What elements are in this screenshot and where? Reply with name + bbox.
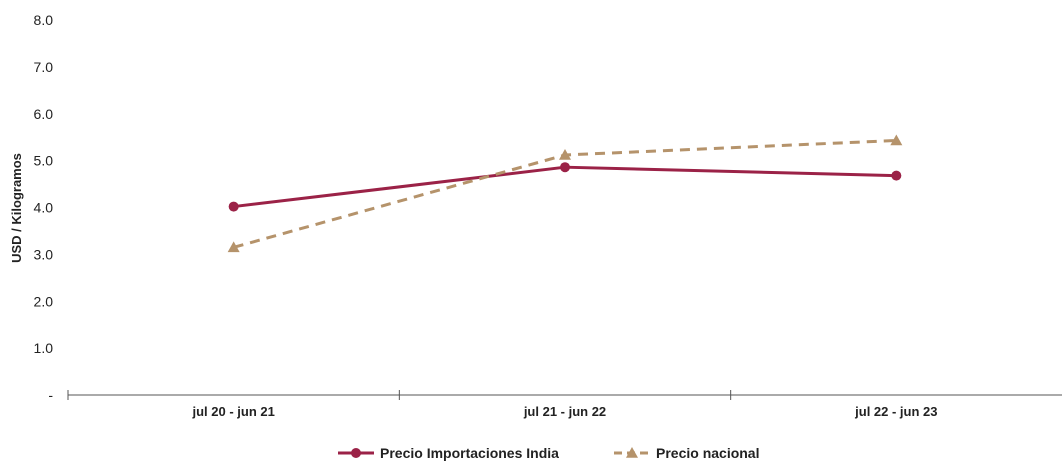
legend-label: Precio Importaciones India [380, 445, 559, 461]
x-tick-label: jul 20 - jun 21 [191, 404, 274, 419]
series-1 [227, 134, 903, 253]
x-tick-label: jul 21 - jun 22 [523, 404, 606, 419]
series-0 [228, 162, 902, 212]
legend-marker [626, 447, 638, 458]
legend-marker [351, 448, 361, 458]
legend-item: Precio Importaciones India [338, 445, 559, 461]
data-point [890, 134, 903, 146]
legend: Precio Importaciones India Precio naciona… [338, 445, 759, 461]
y-axis-ticks: - 1.0 2.0 3.0 4.0 5.0 6.0 7.0 8.0 [34, 12, 54, 403]
legend-label: Precio nacional [656, 445, 759, 461]
x-axis: jul 20 - jun 21 jul 21 - jun 22 jul 22 - j… [67, 390, 1062, 419]
data-point [559, 149, 571, 160]
y-tick-label: - [48, 387, 53, 403]
y-tick-label: 1.0 [34, 340, 54, 356]
y-tick-label: 4.0 [34, 200, 54, 216]
y-tick-label: 3.0 [34, 246, 54, 262]
series-line [233, 165, 897, 209]
series-layer [227, 134, 903, 253]
y-tick-label: 8.0 [34, 12, 54, 28]
data-point [227, 241, 240, 253]
y-tick-label: 2.0 [34, 293, 54, 309]
data-point [560, 162, 570, 173]
y-tick-label: 6.0 [34, 106, 54, 122]
x-tick-label: jul 22 - jun 23 [854, 404, 937, 419]
legend-item: Precio nacional [614, 445, 759, 461]
y-tick-label: 7.0 [34, 59, 54, 75]
data-point [891, 170, 902, 181]
y-tick-label: 5.0 [34, 153, 54, 169]
y-axis-title: USD / Kilogramos [9, 153, 24, 263]
data-point [228, 201, 239, 212]
